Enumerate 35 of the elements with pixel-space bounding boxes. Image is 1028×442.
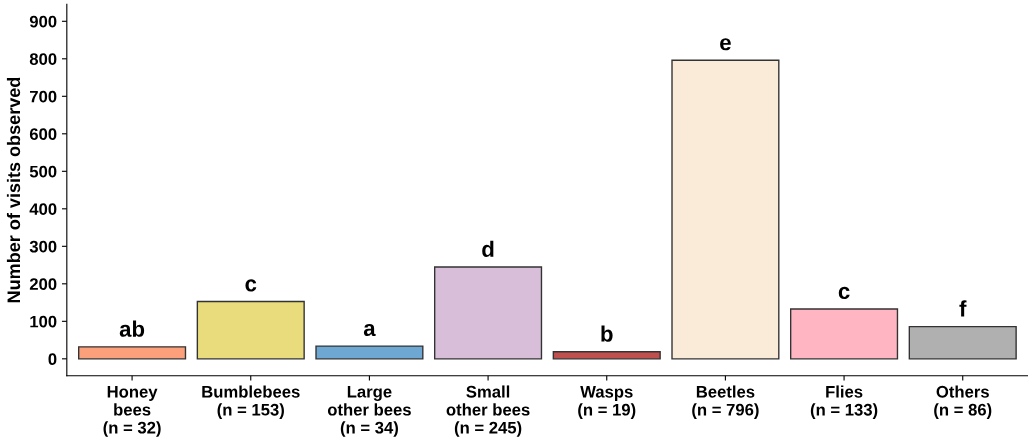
y-tick-label: 900 — [29, 15, 57, 28]
x-tick-label: Large other bees (n = 34) — [327, 385, 411, 437]
x-tick-label: Bumblebees (n = 153) — [202, 385, 300, 419]
bar — [908, 325, 1017, 360]
x-tick-label: Others (n = 86) — [934, 385, 992, 419]
x-tick-label: Flies (n = 133) — [810, 385, 878, 419]
bar — [196, 300, 305, 360]
y-tick-label: 600 — [29, 128, 57, 141]
y-axis-title: Number of visits observed — [6, 77, 21, 303]
x-tick-label: Small other bees (n = 245) — [446, 385, 530, 437]
y-tick-label: 0 — [48, 353, 57, 366]
x-tick-label: Wasps (n = 19) — [578, 386, 636, 419]
annotation: ab — [119, 320, 145, 337]
y-tick-label: 400 — [29, 203, 57, 216]
x-tick-label: Honey bees (n = 32) — [103, 386, 161, 437]
y-tick-label: 800 — [29, 53, 57, 65]
bar — [433, 266, 543, 360]
annotation: c — [245, 279, 257, 292]
annotation: a — [363, 323, 376, 337]
y-tick-label: 100 — [30, 315, 57, 328]
y-tick-label: 500 — [29, 165, 57, 178]
bar — [552, 351, 661, 360]
y-tick-label: 700 — [30, 90, 57, 103]
annotation: e — [720, 38, 731, 51]
annotation: f — [959, 300, 967, 317]
bar — [315, 345, 424, 360]
bar — [77, 346, 187, 360]
bar — [671, 59, 780, 360]
annotation: b — [601, 325, 613, 342]
annotation: c — [838, 286, 850, 299]
bar — [789, 308, 899, 360]
x-tick-label: Beetles (n = 796) — [692, 385, 759, 419]
y-tick-label: 300 — [29, 240, 57, 253]
annotation: d — [482, 240, 494, 257]
y-tick-label: 200 — [29, 278, 57, 291]
